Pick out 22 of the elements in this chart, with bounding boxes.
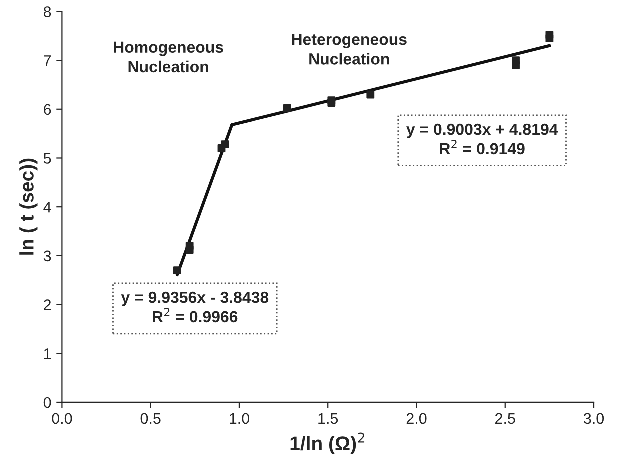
y-tick-label: 5: [44, 153, 52, 164]
y-tick-label: 1: [44, 348, 52, 360]
annotation: Heterogeneous Nucleation: [292, 34, 407, 65]
x-tick-label: 1.5: [318, 413, 338, 424]
annotation: y = 9.9356x - 3.8438 R$^{2}$ = 0.9966: [121, 292, 269, 323]
x-tick-label: 2.5: [496, 413, 516, 424]
x-tick-label: 1.0: [230, 413, 250, 424]
y-tick-label: 2: [44, 300, 52, 310]
y-axis-title: ln ( t (sec)): [20, 158, 38, 255]
y-tick-label: 0: [44, 397, 52, 408]
y-tick-label: 6: [44, 104, 52, 116]
x-tick-label: 3.0: [584, 413, 604, 424]
y-tick-label: 3: [44, 250, 52, 262]
x-tick-label: 2.0: [406, 413, 427, 424]
y-tick-label: 8: [44, 6, 52, 18]
annotation: y = 0.9003x + 4.8194 R$^{2}$ = 0.9149: [406, 124, 558, 155]
x-tick-label: 0.0: [52, 413, 72, 424]
x-tick-label: 0.5: [140, 413, 161, 424]
annotation: Homogeneous Nucleation: [114, 42, 224, 73]
y-tick-label: 4: [44, 202, 52, 213]
x-axis-title: 1/ln (Ω)$^{2}$: [290, 432, 365, 454]
y-tick-label: 7: [44, 56, 52, 66]
